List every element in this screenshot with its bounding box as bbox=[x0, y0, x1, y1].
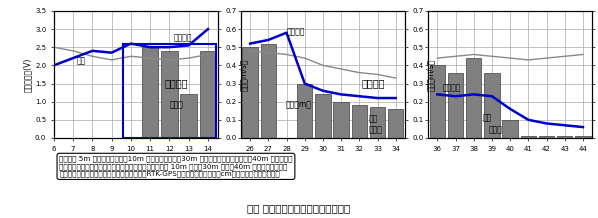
Bar bbox=[181, 94, 197, 138]
Text: 速度: 速度 bbox=[77, 56, 86, 66]
Text: 散布量: 散布量 bbox=[489, 126, 502, 135]
Bar bbox=[352, 105, 367, 138]
Bar bbox=[297, 83, 313, 138]
Text: 制御電圧: 制御電圧 bbox=[443, 84, 461, 93]
Bar bbox=[575, 136, 591, 138]
Bar bbox=[333, 102, 349, 138]
Bar bbox=[429, 65, 445, 138]
Bar bbox=[142, 47, 158, 138]
Text: 速度: 速度 bbox=[368, 115, 378, 124]
Y-axis label: 速度（m/s）: 速度（m/s） bbox=[426, 58, 435, 91]
Bar bbox=[466, 58, 481, 138]
Bar bbox=[161, 51, 178, 138]
Bar bbox=[315, 94, 331, 138]
Text: ・・・・: ・・・・ bbox=[362, 78, 386, 88]
Bar bbox=[200, 51, 216, 138]
Text: 散布量: 散布量 bbox=[368, 126, 382, 135]
Bar bbox=[123, 44, 216, 138]
Bar bbox=[370, 107, 385, 138]
Bar bbox=[557, 136, 572, 138]
Text: ・・・・: ・・・・ bbox=[164, 78, 188, 88]
Text: 図３ 制御電圧の速度への連動と散布: 図３ 制御電圧の速度への連動と散布 bbox=[248, 204, 350, 214]
Text: 位置（m）: 位置（m） bbox=[286, 100, 312, 109]
Text: 散布量: 散布量 bbox=[169, 100, 184, 109]
Text: 速度: 速度 bbox=[483, 114, 492, 123]
Y-axis label: 制御御電圧(V): 制御御電圧(V) bbox=[23, 57, 32, 92]
Bar bbox=[242, 47, 258, 138]
Text: 制御電圧: 制御電圧 bbox=[173, 33, 192, 42]
Text: 制御電圧: 制御電圧 bbox=[286, 27, 305, 36]
Bar bbox=[484, 73, 500, 138]
Text: 散布機は 5m 地点で走行開始。10m 地点で散布開始、30m 地点で散布量を半減させ、40m 地点で散布
を終了するマップに基づく作業結果。散布量が変化する : 散布機は 5m 地点で走行開始。10m 地点で散布開始、30m 地点で散布量を半… bbox=[59, 155, 292, 177]
Bar bbox=[539, 136, 554, 138]
Bar bbox=[448, 73, 463, 138]
Bar bbox=[261, 44, 276, 138]
Bar bbox=[502, 120, 518, 138]
Bar bbox=[521, 136, 536, 138]
Bar bbox=[388, 109, 404, 138]
Y-axis label: 速度（m/s）: 速度（m/s） bbox=[239, 58, 248, 91]
